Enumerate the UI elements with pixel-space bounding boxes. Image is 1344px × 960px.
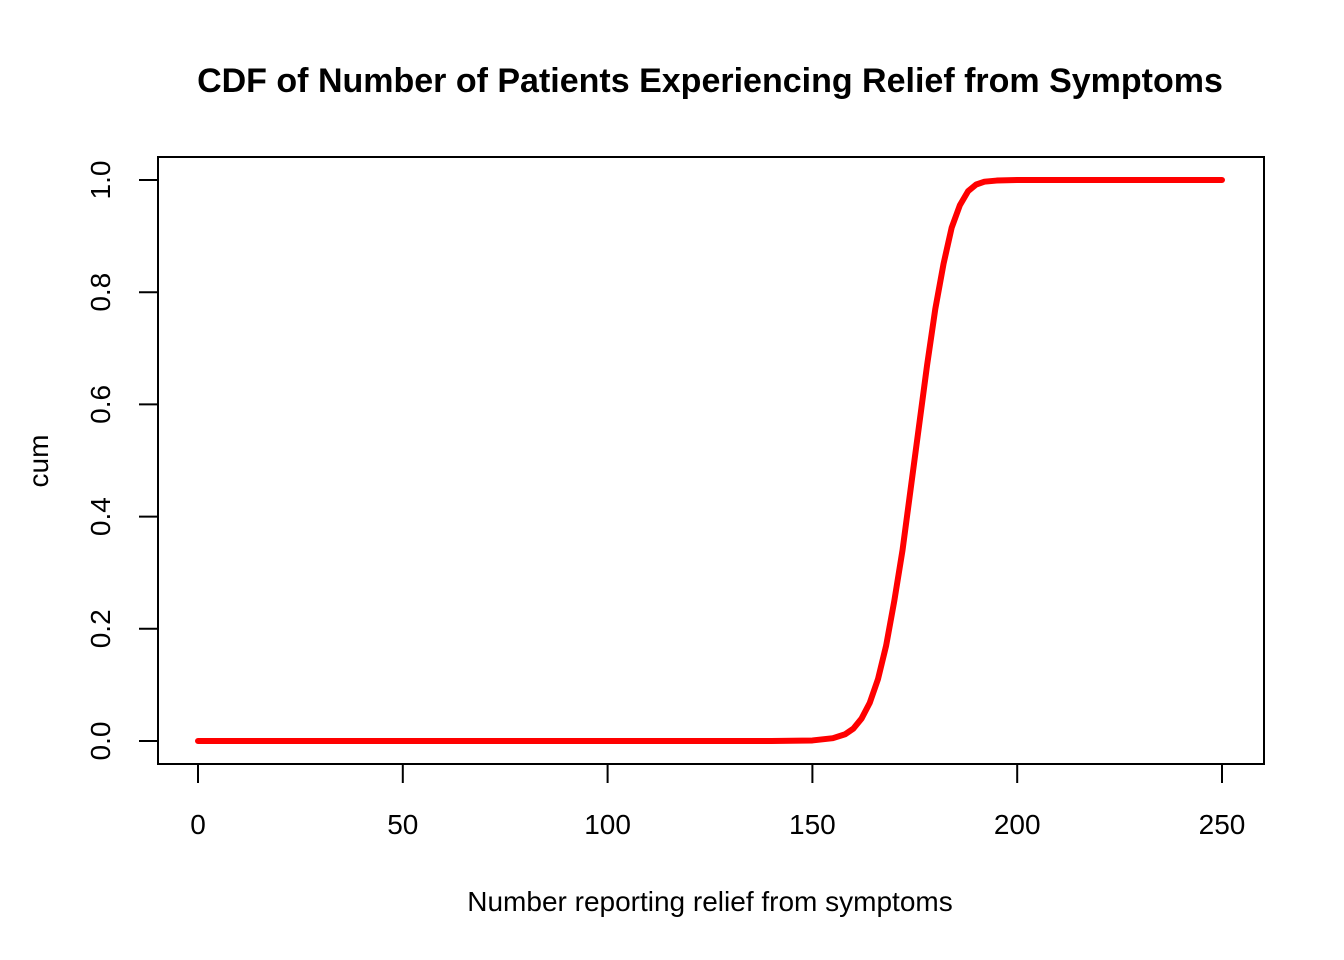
x-tick-label: 250 xyxy=(1199,809,1246,840)
y-tick-label: 0.8 xyxy=(85,273,116,312)
y-tick-label: 0.0 xyxy=(85,722,116,761)
y-tick-label: 0.6 xyxy=(85,385,116,424)
x-tick-label: 50 xyxy=(387,809,418,840)
x-axis-label: Number reporting relief from symptoms xyxy=(467,886,952,917)
y-tick-label: 0.4 xyxy=(85,497,116,536)
plot-frame xyxy=(157,156,1265,765)
x-tick-label: 0 xyxy=(190,809,206,840)
y-axis-label: cum xyxy=(23,435,54,488)
y-tick-label: 1.0 xyxy=(85,161,116,200)
y-tick-label: 0.2 xyxy=(85,609,116,648)
x-tick-label: 150 xyxy=(789,809,836,840)
x-axis: 0 50 100 150 200 250 xyxy=(190,763,1246,840)
cdf-series-line xyxy=(195,177,1225,744)
x-tick-label: 200 xyxy=(994,809,1041,840)
chart-title: CDF of Number of Patients Experiencing R… xyxy=(197,62,1223,100)
series-layer xyxy=(195,177,1225,744)
y-axis: 0.0 0.2 0.4 0.6 0.8 1.0 xyxy=(85,161,159,761)
x-tick-label: 100 xyxy=(584,809,631,840)
